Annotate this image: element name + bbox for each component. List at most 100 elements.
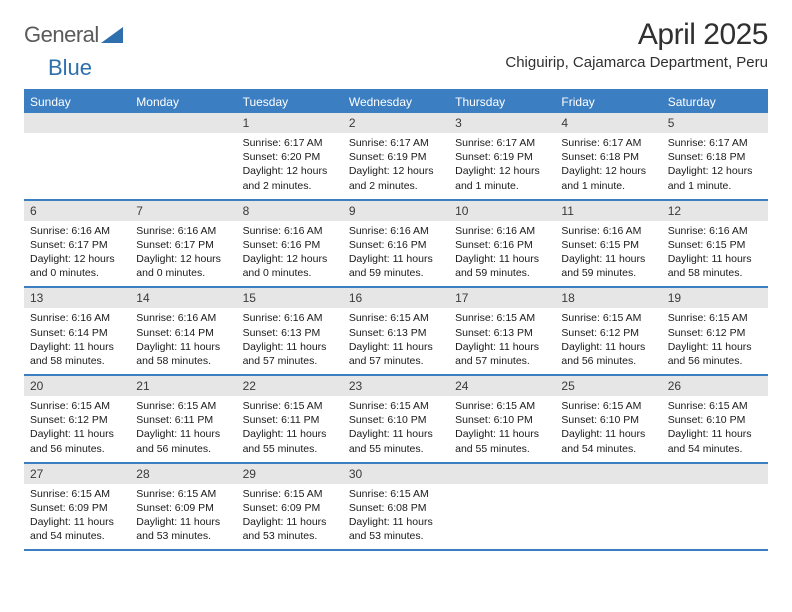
day-cell: 18Sunrise: 6:15 AMSunset: 6:12 PMDayligh… <box>555 288 661 374</box>
day-number: 11 <box>555 201 661 221</box>
sunset-line: Sunset: 6:12 PM <box>30 413 124 427</box>
day-body: Sunrise: 6:16 AMSunset: 6:14 PMDaylight:… <box>130 308 236 374</box>
day-cell: 28Sunrise: 6:15 AMSunset: 6:09 PMDayligh… <box>130 464 236 550</box>
day-body: Sunrise: 6:15 AMSunset: 6:13 PMDaylight:… <box>449 308 555 374</box>
sunset-line: Sunset: 6:12 PM <box>561 326 655 340</box>
daylight-line: Daylight: 12 hours and 1 minute. <box>455 164 549 192</box>
sunset-line: Sunset: 6:14 PM <box>30 326 124 340</box>
dow-friday: Friday <box>555 91 661 113</box>
sunset-line: Sunset: 6:16 PM <box>455 238 549 252</box>
day-body-empty <box>449 484 555 542</box>
sunrise-line: Sunrise: 6:15 AM <box>349 487 443 501</box>
daylight-line: Daylight: 11 hours and 55 minutes. <box>243 427 337 455</box>
day-number: 14 <box>130 288 236 308</box>
sunset-line: Sunset: 6:11 PM <box>136 413 230 427</box>
day-cell <box>130 113 236 199</box>
sunset-line: Sunset: 6:17 PM <box>30 238 124 252</box>
calendar-grid: SundayMondayTuesdayWednesdayThursdayFrid… <box>24 89 768 551</box>
logo-triangle-icon <box>101 27 123 43</box>
day-body-empty <box>24 133 130 191</box>
day-cell: 10Sunrise: 6:16 AMSunset: 6:16 PMDayligh… <box>449 201 555 287</box>
day-of-week-header: SundayMondayTuesdayWednesdayThursdayFrid… <box>24 91 768 113</box>
sunrise-line: Sunrise: 6:15 AM <box>30 487 124 501</box>
sunrise-line: Sunrise: 6:15 AM <box>349 399 443 413</box>
day-body: Sunrise: 6:15 AMSunset: 6:10 PMDaylight:… <box>343 396 449 462</box>
day-number: 6 <box>24 201 130 221</box>
day-number: 5 <box>662 113 768 133</box>
sunrise-line: Sunrise: 6:15 AM <box>561 311 655 325</box>
day-body: Sunrise: 6:16 AMSunset: 6:15 PMDaylight:… <box>662 221 768 287</box>
day-body: Sunrise: 6:15 AMSunset: 6:12 PMDaylight:… <box>24 396 130 462</box>
week-row: 6 Sunrise: 6:16 AM Sunset: 6:17 PM Daylight… <box>24 201 768 289</box>
day-body: Sunrise: 6:15 AMSunset: 6:11 PMDaylight:… <box>130 396 236 462</box>
sunrise-line: Sunrise: 6:16 AM <box>349 224 443 238</box>
day-cell: 21Sunrise: 6:15 AMSunset: 6:11 PMDayligh… <box>130 376 236 462</box>
sunrise-line: Sunrise: 6:17 AM <box>668 136 762 150</box>
day-body: Sunrise: 6:17 AMSunset: 6:19 PMDaylight:… <box>449 133 555 199</box>
day-cell: 5Sunrise: 6:17 AMSunset: 6:18 PMDaylight… <box>662 113 768 199</box>
daylight-line: Daylight: 11 hours and 59 minutes. <box>561 252 655 280</box>
day-body: Sunrise: 6:15 AMSunset: 6:10 PMDaylight:… <box>662 396 768 462</box>
day-body: Sunrise: 6:15 AMSunset: 6:12 PMDaylight:… <box>555 308 661 374</box>
sunrise-line: Sunrise: 6:16 AM <box>243 224 337 238</box>
day-number: 10 <box>449 201 555 221</box>
day-body: Sunrise: 6:16 AMSunset: 6:14 PMDaylight:… <box>24 308 130 374</box>
dow-saturday: Saturday <box>662 91 768 113</box>
day-number: 23 <box>343 376 449 396</box>
day-number-empty <box>449 464 555 484</box>
sunset-line: Sunset: 6:16 PM <box>349 238 443 252</box>
day-number-empty <box>130 113 236 133</box>
daylight-line: Daylight: 11 hours and 57 minutes. <box>455 340 549 368</box>
day-number: 16 <box>343 288 449 308</box>
sunset-line: Sunset: 6:09 PM <box>136 501 230 515</box>
sunset-line: Sunset: 6:14 PM <box>136 326 230 340</box>
day-cell: 2Sunrise: 6:17 AMSunset: 6:19 PMDaylight… <box>343 113 449 199</box>
day-body: Sunrise: 6:15 AMSunset: 6:11 PMDaylight:… <box>237 396 343 462</box>
day-cell: 26Sunrise: 6:15 AMSunset: 6:10 PMDayligh… <box>662 376 768 462</box>
location-label: Chiguirip, Cajamarca Department, Peru <box>505 54 768 71</box>
day-number: 27 <box>24 464 130 484</box>
daylight-line: Daylight: 12 hours and 1 minute. <box>668 164 762 192</box>
day-cell: 19Sunrise: 6:15 AMSunset: 6:12 PMDayligh… <box>662 288 768 374</box>
sunset-line: Sunset: 6:09 PM <box>243 501 337 515</box>
day-number: 4 <box>555 113 661 133</box>
day-cell: 11Sunrise: 6:16 AMSunset: 6:15 PMDayligh… <box>555 201 661 287</box>
sunset-line: Sunset: 6:11 PM <box>243 413 337 427</box>
day-body: Sunrise: 6:16 AMSunset: 6:15 PMDaylight:… <box>555 221 661 287</box>
month-title: April 2025 <box>505 18 768 52</box>
sunrise-line: Sunrise: 6:15 AM <box>243 399 337 413</box>
day-number: 25 <box>555 376 661 396</box>
day-number: 22 <box>237 376 343 396</box>
day-number-empty <box>24 113 130 133</box>
sunrise-line: Sunrise: 6:17 AM <box>349 136 443 150</box>
sunrise-line: Sunrise: 6:15 AM <box>668 311 762 325</box>
day-cell <box>555 464 661 550</box>
week-row: 27Sunrise: 6:15 AMSunset: 6:09 PMDayligh… <box>24 464 768 552</box>
day-number: 19 <box>662 288 768 308</box>
day-cell: 20Sunrise: 6:15 AMSunset: 6:12 PMDayligh… <box>24 376 130 462</box>
sunrise-line: Sunrise: 6:16 AM <box>455 224 549 238</box>
daylight-line: Daylight: 11 hours and 59 minutes. <box>349 252 443 280</box>
day-number: 30 <box>343 464 449 484</box>
day-body: Sunrise: 6:15 AMSunset: 6:09 PMDaylight:… <box>24 484 130 550</box>
sunset-line: Sunset: 6:15 PM <box>668 238 762 252</box>
sunrise-line: Sunrise: 6:16 AM <box>136 224 230 238</box>
day-cell: 25Sunrise: 6:15 AMSunset: 6:10 PMDayligh… <box>555 376 661 462</box>
day-cell: 16Sunrise: 6:15 AMSunset: 6:13 PMDayligh… <box>343 288 449 374</box>
dow-sunday: Sunday <box>24 91 130 113</box>
day-number: 1 <box>237 113 343 133</box>
day-body: Sunrise: 6:17 AMSunset: 6:18 PMDaylight:… <box>662 133 768 199</box>
sunrise-line: Sunrise: 6:15 AM <box>136 487 230 501</box>
daylight-line: Daylight: 11 hours and 54 minutes. <box>561 427 655 455</box>
daylight-line: Daylight: 11 hours and 58 minutes. <box>668 252 762 280</box>
day-cell: 23Sunrise: 6:15 AMSunset: 6:10 PMDayligh… <box>343 376 449 462</box>
day-body: Sunrise: 6:15 AMSunset: 6:10 PMDaylight:… <box>555 396 661 462</box>
logo: General <box>24 22 125 48</box>
sunset-line: Sunset: 6:10 PM <box>349 413 443 427</box>
week-row: 20Sunrise: 6:15 AMSunset: 6:12 PMDayligh… <box>24 376 768 464</box>
daylight-line: Daylight: 11 hours and 56 minutes. <box>136 427 230 455</box>
sunset-line: Sunset: 6:13 PM <box>349 326 443 340</box>
daylight-line: Daylight: 11 hours and 54 minutes. <box>30 515 124 543</box>
sunrise-line: Sunrise: 6:17 AM <box>455 136 549 150</box>
weeks-container: 1Sunrise: 6:17 AMSunset: 6:20 PMDaylight… <box>24 113 768 551</box>
